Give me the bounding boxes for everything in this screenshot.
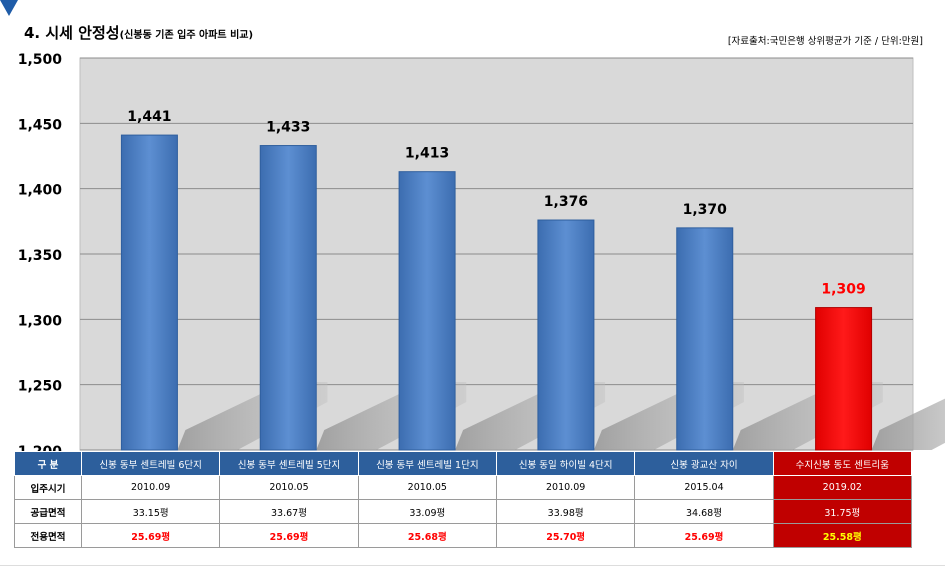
bar-value-label: 1,370	[683, 202, 728, 218]
table-cell: 33.15평	[80, 499, 221, 524]
divider	[0, 565, 945, 566]
bar-value-label: 1,441	[127, 109, 171, 125]
table-row: 전용면적 25.69평 25.69평 25.68평 25.70평 25.69평 25.58평	[14, 523, 913, 548]
title-main: 4. 시세 안정성	[24, 24, 120, 42]
table-header-cell: 신봉 동부 센트레빌 1단지	[357, 451, 497, 476]
table-cell: 33.67평	[219, 499, 359, 524]
bar	[537, 219, 595, 451]
y-tick-label: 1,400	[18, 183, 63, 199]
bar-value-label: 1,413	[405, 146, 449, 162]
source-note: [자료출처:국민은행 상위평균가 기준 / 단위:만원]	[727, 36, 923, 47]
table-header-cell: 수지신봉 동도 센트리움	[772, 451, 913, 476]
table-cell: 25.69평	[219, 523, 359, 548]
bar-value-label: 1,376	[544, 194, 588, 210]
corner-triangle-icon	[0, 0, 18, 16]
bar	[120, 134, 178, 451]
y-tick-label: 1,450	[18, 117, 63, 133]
bar-value-label: 1,433	[266, 120, 310, 136]
bar-highlight	[815, 307, 873, 451]
table-cell: 25.70평	[495, 523, 636, 548]
table-cell: 25.68평	[357, 523, 497, 548]
table-cell: 31.75평	[772, 499, 913, 524]
bar	[259, 145, 317, 451]
table-row-label: 전용면적	[14, 523, 82, 548]
y-tick-label: 1,350	[18, 248, 63, 264]
table-cell: 2010.09	[495, 475, 636, 500]
table-header-label: 구 분	[14, 451, 82, 476]
bar	[398, 171, 456, 451]
table-row-label: 입주시기	[14, 475, 82, 500]
table-row: 공급면적 33.15평 33.67평 33.09평 33.98평 34.68평 31.75평	[14, 499, 913, 524]
table-cell: 25.58평	[772, 523, 913, 548]
table-cell: 33.98평	[495, 499, 636, 524]
page-title: 4. 시세 안정성(신봉동 기존 입주 아파트 비교)	[24, 22, 253, 43]
table-cell: 2010.05	[219, 475, 359, 500]
table-cell: 25.69평	[634, 523, 774, 548]
title-subtitle: (신봉동 기존 입주 아파트 비교)	[119, 30, 254, 41]
y-tick-label: 1,300	[18, 313, 63, 329]
bar-chart: 1,441 1,433 1,413 1,376 1,370 1,309 1,200 1,25…	[18, 52, 945, 452]
bar	[676, 227, 734, 451]
y-tick-label: 1,250	[18, 379, 63, 395]
table-row-label: 공급면적	[14, 499, 82, 524]
table-cell: 34.68평	[634, 499, 774, 524]
table-cell: 2010.05	[357, 475, 497, 500]
table-cell: 2019.02	[772, 475, 913, 500]
table-row: 입주시기 2010.09 2010.05 2010.05 2010.09 2015.04 2…	[14, 475, 913, 500]
bar-value-label: 1,309	[821, 282, 865, 298]
y-tick-label: 1,500	[18, 52, 63, 68]
table-header-cell: 신봉 동부 센트레빌 6단지	[80, 451, 221, 476]
table-header-cell: 신봉 동부 센트레빌 5단지	[219, 451, 359, 476]
table-header-cell: 신봉 광교산 자이	[634, 451, 774, 476]
table-cell: 2015.04	[634, 475, 774, 500]
table-header-cell: 신봉 동일 하이빌 4단지	[495, 451, 636, 476]
table-header-row: 구 분 신봉 동부 센트레빌 6단지 신봉 동부 센트레빌 5단지 신봉 동부 센트레…	[14, 451, 913, 476]
table-cell: 33.09평	[357, 499, 497, 524]
table-cell: 2010.09	[80, 475, 221, 500]
y-tick-label: 1,200	[18, 444, 63, 452]
table-cell: 25.69평	[80, 523, 221, 548]
bar-shadow	[871, 398, 945, 450]
comparison-table: 구 분 신봉 동부 센트레빌 6단지 신봉 동부 센트레빌 5단지 신봉 동부 센트레…	[14, 451, 913, 548]
